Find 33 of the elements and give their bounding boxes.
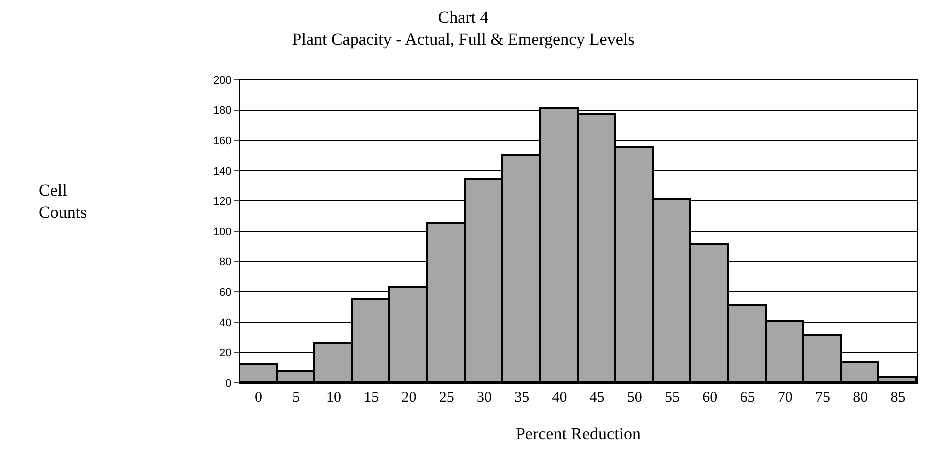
x-tick-label: 25 [439,390,454,406]
chart-subtitle: Plant Capacity - Actual, Full & Emergency Levels [292,30,635,50]
x-axis-title: Percent Reduction [516,424,642,444]
x-tick-label: 45 [590,390,605,406]
y-tick-label: 60 [220,286,232,299]
y-tick-label: 40 [220,317,232,330]
y-tick-label: 160 [213,135,232,148]
y-tick-label: 80 [220,256,232,269]
x-tick-label: 60 [702,390,718,406]
x-tick-label: 15 [364,390,380,406]
x-tick-label: 40 [552,390,568,406]
chart-title: Chart 4 [438,8,490,28]
y-tick-label: 140 [213,166,232,178]
x-tick-label: 75 [815,390,830,406]
x-tick-label: 55 [665,390,680,406]
x-tick-label: 80 [853,390,868,406]
y-tick-label: 20 [220,348,232,360]
x-tick-label: 20 [402,390,417,406]
y-tick-label: 0 [226,378,232,390]
x-tick-label: 30 [476,390,492,406]
y-tick-label: 100 [213,226,232,238]
x-tick-label: 70 [778,390,793,406]
x-tick-label: 5 [292,390,300,406]
x-tick-label: 35 [514,390,530,406]
x-tick-label: 10 [326,390,342,406]
x-tick-label: 50 [627,390,642,406]
x-tick-label: 85 [890,390,906,406]
x-tick-label: 65 [740,390,756,406]
y-tick-label: 120 [213,196,232,208]
x-tick-label: 0 [255,390,263,406]
y-tick-label: 180 [213,105,232,118]
y-tick-label: 200 [213,74,232,87]
text: Cell Counts [39,181,88,222]
